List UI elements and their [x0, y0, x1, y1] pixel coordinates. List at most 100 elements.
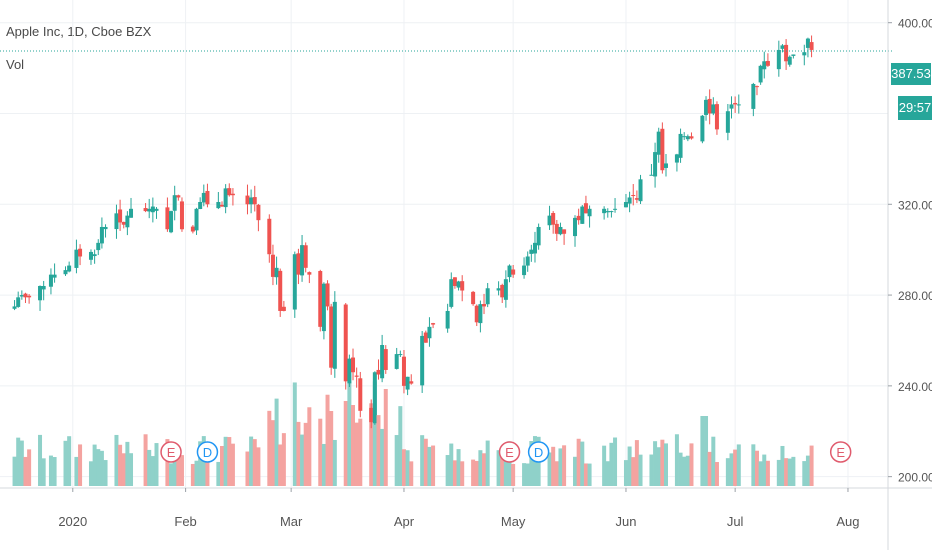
candle-body [474, 305, 479, 323]
candle-body [605, 211, 610, 213]
candle-body [802, 52, 807, 56]
event-marker-d[interactable]: D [527, 441, 550, 463]
volume-bar [176, 449, 181, 486]
candle-body [198, 202, 203, 210]
candle-body [150, 206, 155, 213]
candle-body [78, 248, 83, 257]
volume-bar [278, 444, 283, 486]
volume-bar [554, 461, 559, 486]
volume-bar [736, 444, 741, 486]
volume-bar [321, 443, 326, 486]
candle-body [736, 104, 741, 106]
candle-body [74, 249, 79, 268]
candle-body [347, 358, 352, 384]
event-marker-e[interactable]: E [829, 441, 852, 463]
volume-bar [609, 442, 614, 486]
volume-bar [118, 444, 123, 486]
event-marker-e[interactable]: E [498, 441, 521, 463]
volume-bar [784, 458, 789, 486]
candle-body [274, 267, 279, 278]
volume-bar [725, 458, 730, 486]
candle-body [536, 226, 541, 246]
volume-bar [762, 454, 767, 486]
volume-bar [129, 453, 134, 486]
candle-body [194, 208, 199, 231]
candle-body [420, 335, 425, 386]
volume-bar [325, 394, 330, 486]
candle-body [325, 283, 330, 307]
candle-body [784, 44, 789, 62]
candle-body [230, 193, 235, 196]
volume-bar [154, 443, 159, 486]
volume-bar [460, 461, 465, 486]
event-marker-letter: D [534, 445, 543, 460]
volume-bar [500, 451, 505, 486]
volume-bar [252, 439, 257, 486]
volume-bar [452, 460, 457, 486]
volume-bar [576, 438, 581, 486]
volume-bar [613, 437, 618, 486]
candle-body [63, 270, 68, 275]
candle-body [500, 284, 505, 298]
candle-body [656, 131, 661, 155]
candle-body [252, 197, 257, 205]
volume-bar [685, 455, 690, 486]
volume-bar [729, 453, 734, 486]
x-tick-label: Jul [727, 514, 744, 529]
candle-body [733, 102, 738, 105]
candle-body [704, 99, 709, 115]
candle-body [547, 215, 552, 226]
volume-bar [63, 440, 68, 486]
candle-body [270, 254, 275, 277]
candle-body [16, 297, 21, 307]
candle-body [558, 226, 563, 235]
candle-body [398, 354, 403, 356]
volume-bar [372, 381, 377, 486]
volume-bar [700, 416, 705, 486]
volume-bar [172, 459, 177, 486]
volume-bar [351, 405, 356, 486]
candle-body [460, 281, 465, 291]
y-tick-label: 200.00 [898, 471, 932, 485]
candle-body [201, 192, 206, 203]
volume-bar [41, 458, 46, 486]
candle-body [576, 215, 581, 221]
candle-body [332, 301, 337, 369]
volume-bar [16, 437, 21, 486]
candle-body [165, 207, 170, 230]
candle-body [300, 245, 305, 276]
candle-body [725, 111, 730, 133]
candle-body [532, 242, 537, 254]
volume-bar [67, 436, 72, 486]
candle-body [394, 354, 399, 369]
volume-bar [194, 460, 199, 486]
candle-body [762, 61, 767, 70]
volume-bar [230, 443, 235, 486]
candle-body [711, 104, 716, 114]
candle-body [321, 283, 326, 332]
volume-bar [92, 444, 97, 486]
candle-body [452, 277, 457, 286]
last-price-tag: 387.53 [891, 63, 931, 85]
candle-body [805, 38, 810, 48]
volume-bar [787, 458, 792, 486]
candle-body [664, 163, 668, 168]
volume-bar [689, 443, 694, 486]
candle-body [511, 269, 516, 275]
candle-body [129, 208, 134, 218]
volume-bar [292, 382, 297, 486]
candle-body [587, 208, 592, 217]
volume-bar [303, 422, 308, 486]
candle-body [751, 83, 756, 109]
volume-bar [114, 434, 119, 486]
y-tick-label: 400.00 [898, 17, 932, 31]
candle-body [172, 195, 177, 211]
candle-body [354, 375, 359, 377]
event-marker-d[interactable]: D [196, 441, 219, 463]
volume-bar [547, 452, 552, 486]
volume-bar [583, 463, 588, 486]
event-marker-e[interactable]: E [160, 441, 182, 463]
candle-body [256, 204, 261, 221]
candle-body [529, 249, 534, 254]
